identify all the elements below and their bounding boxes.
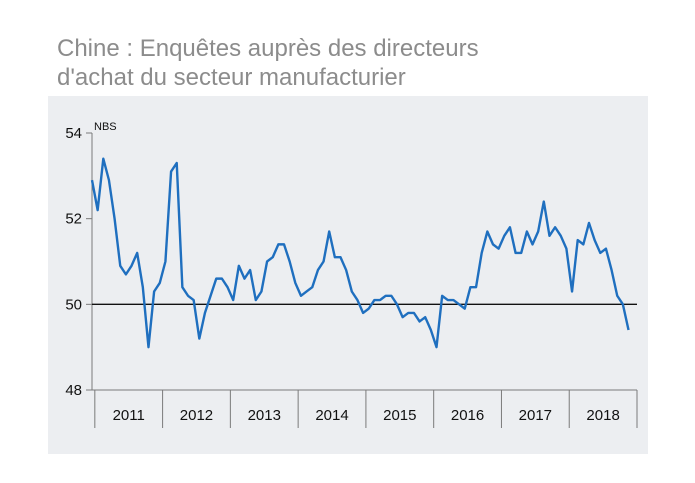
- x-axis-year-dividers: [94, 390, 638, 428]
- y-axis-ticks: [86, 132, 92, 391]
- x-tick-label-2018: 2018: [586, 407, 619, 424]
- x-tick-label-2017: 2017: [519, 407, 552, 424]
- y-tick-label: 52: [65, 211, 82, 228]
- chart-title-line-1: Chine : Enquêtes auprès des directeurs: [57, 35, 479, 62]
- y-axis-tick-labels: 48 50 52 54: [65, 125, 82, 399]
- y-tick-label: 50: [65, 296, 82, 313]
- x-axis-tick-labels: 2011 2012 2013 2014 2015 2016 2017 2018: [113, 407, 620, 424]
- x-tick-label-2012: 2012: [180, 407, 213, 424]
- series-line-nbs-pmi: [90, 157, 630, 349]
- x-tick-label-2011: 2011: [113, 407, 145, 424]
- x-tick-label-2014: 2014: [315, 407, 348, 424]
- y-tick-label: 54: [65, 125, 82, 142]
- y-tick-label: 48: [65, 382, 82, 399]
- x-tick-label-2013: 2013: [248, 407, 281, 424]
- x-tick-label-2016: 2016: [451, 407, 484, 424]
- unit-label: NBS: [94, 121, 117, 133]
- x-tick-label-2015: 2015: [383, 407, 416, 424]
- chart-title: Chine : Enquêtes auprès des directeurs d…: [57, 34, 677, 92]
- chart-title-line-2: d'achat du secteur manufacturier: [57, 64, 406, 91]
